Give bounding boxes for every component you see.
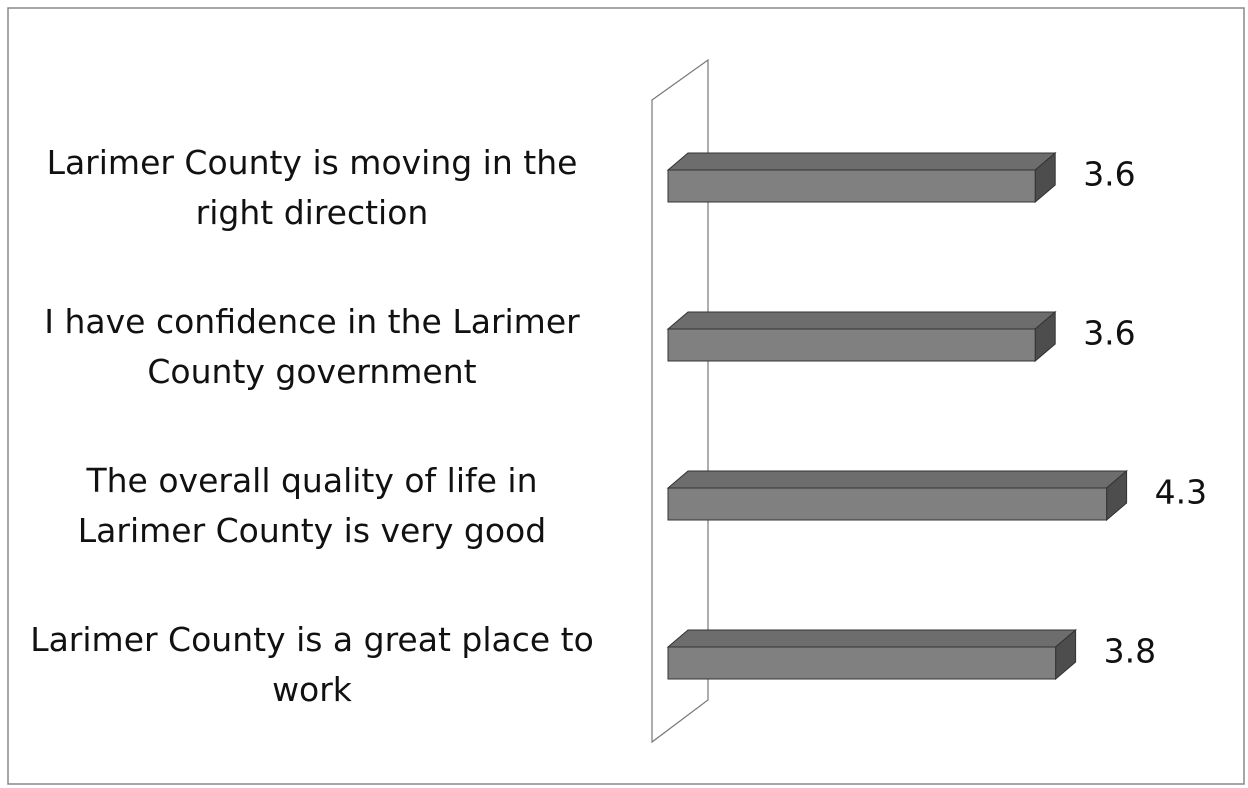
category-label: I have confidence in the Larimer County … xyxy=(44,302,580,391)
category-label: The overall quality of life in Larimer C… xyxy=(77,461,547,550)
bar-front xyxy=(667,487,1108,521)
bar-front xyxy=(667,646,1057,680)
bar-front xyxy=(667,328,1036,362)
bar xyxy=(666,151,1057,204)
bar-top xyxy=(666,470,1128,489)
value-label: 4.3 xyxy=(1155,473,1207,512)
bar-top xyxy=(666,629,1077,648)
bar-front xyxy=(667,169,1036,203)
category-label: Larimer County is moving in the right di… xyxy=(46,143,578,232)
bar xyxy=(666,310,1057,363)
bar xyxy=(666,469,1128,522)
value-label: 3.6 xyxy=(1083,314,1135,353)
bar-top xyxy=(666,152,1057,171)
bar-top xyxy=(666,311,1057,330)
value-label: 3.8 xyxy=(1104,632,1156,671)
back-wall xyxy=(651,58,709,744)
value-label: 3.6 xyxy=(1083,155,1135,194)
bar xyxy=(666,628,1077,681)
frame xyxy=(7,7,1245,785)
category-label: Larimer County is a great place to work xyxy=(30,620,594,709)
